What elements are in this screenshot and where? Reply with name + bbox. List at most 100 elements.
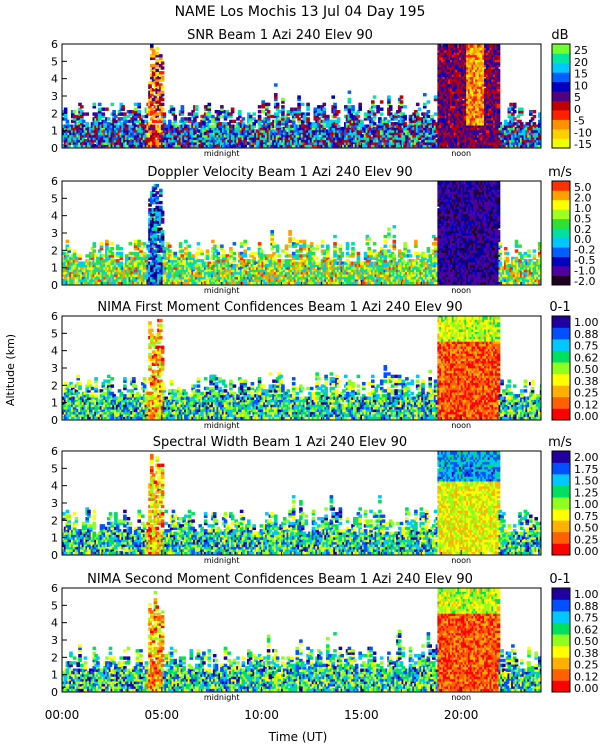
heatmap-cell [151, 56, 156, 60]
heatmap-cell [74, 126, 79, 131]
heatmap-cell [345, 136, 350, 141]
heatmap-cell [160, 210, 165, 214]
heatmap-cell [281, 117, 285, 121]
heatmap-cell [403, 124, 407, 128]
heatmap-cell [139, 256, 143, 261]
heatmap-cell [78, 256, 82, 261]
heatmap-cell [451, 117, 456, 121]
heatmap-cell [150, 242, 154, 246]
heatmap-cell [500, 129, 504, 133]
heatmap-cell [442, 117, 447, 121]
heatmap-cell [306, 119, 310, 124]
heatmap-cell [478, 59, 483, 63]
heatmap-cell [281, 97, 285, 102]
heatmap-cell [300, 102, 305, 107]
heatmap-cell [473, 59, 477, 63]
heatmap-cell [376, 134, 380, 138]
heatmap-cell [507, 110, 512, 114]
heatmap-cell [151, 63, 156, 68]
heatmap-cell [297, 119, 301, 124]
heatmap-cell [148, 217, 152, 222]
heatmap-cell [491, 100, 495, 104]
heatmap-cell [187, 112, 192, 116]
heatmap-cell [491, 102, 495, 107]
heatmap-cell [209, 134, 213, 138]
heatmap-cell [297, 107, 301, 111]
heatmap-cell [363, 131, 368, 136]
heatmap-cell [306, 136, 310, 141]
heatmap-cell [415, 102, 420, 107]
heatmap-cell [288, 131, 292, 136]
heatmap-cell [63, 114, 68, 119]
heatmap-cell [460, 71, 465, 75]
heatmap-cell [397, 97, 402, 102]
colorbar-label: -10 [574, 126, 592, 139]
heatmap-cell [150, 266, 154, 270]
heatmap-cell [155, 196, 159, 200]
heatmap-cell [476, 105, 481, 109]
heatmap-cell [496, 119, 501, 124]
heatmap-cell [123, 278, 127, 282]
heatmap-cell [394, 134, 398, 138]
heatmap-cell [442, 66, 447, 70]
heatmap-cell [214, 110, 219, 114]
heatmap-cell [331, 95, 335, 99]
heatmap-cell [315, 119, 319, 124]
heatmap-cell [92, 102, 97, 107]
heatmap-cell [399, 117, 404, 121]
heatmap-cell [302, 114, 307, 119]
heatmap-cell [496, 49, 501, 53]
heatmap-cell [189, 139, 194, 143]
heatmap-cell [432, 119, 436, 124]
heatmap-cell [106, 122, 111, 126]
heatmap-cell [473, 68, 477, 73]
heatmap-cell [155, 256, 159, 261]
heatmap-cell [155, 107, 159, 111]
heatmap-cell [444, 44, 449, 48]
heatmap-cell [297, 95, 301, 99]
heatmap-cell [180, 110, 185, 114]
heatmap-cell [387, 102, 391, 107]
heatmap-cell [63, 278, 68, 282]
heatmap-cell [155, 215, 159, 219]
heatmap-cell [275, 107, 280, 111]
heatmap-cell [354, 126, 359, 131]
heatmap-cell [128, 242, 133, 246]
heatmap-cell [148, 83, 152, 87]
heatmap-cell [491, 85, 495, 90]
heatmap-cell [372, 122, 377, 126]
heatmap-cell [124, 119, 129, 124]
heatmap-cell [286, 110, 291, 114]
heatmap-cell [114, 271, 118, 275]
heatmap-cell [117, 119, 122, 124]
heatmap-cell [256, 129, 260, 133]
heatmap-cell [74, 124, 79, 128]
heatmap-cell [270, 114, 274, 119]
heatmap-cell [529, 141, 533, 145]
heatmap-cell [460, 136, 465, 141]
heatmap-cell [265, 129, 269, 133]
heatmap-cell [509, 122, 513, 126]
heatmap-cell [157, 249, 161, 253]
heatmap-cell [266, 114, 271, 119]
heatmap-cell [234, 124, 238, 128]
heatmap-cell [451, 54, 456, 58]
heatmap-cell [148, 85, 152, 90]
heatmap-cell [123, 112, 127, 116]
heatmap-cell [160, 102, 165, 107]
heatmap-cell [496, 85, 501, 90]
heatmap-cell [128, 280, 133, 285]
heatmap-cell [119, 254, 124, 258]
heatmap-cell [160, 78, 165, 82]
heatmap-cell [114, 126, 118, 131]
heatmap-cell [322, 114, 327, 119]
heatmap-cell [530, 143, 535, 148]
heatmap-cell [442, 143, 447, 148]
heatmap-cell [424, 114, 429, 119]
heatmap-cell [333, 105, 337, 109]
heatmap-cell [153, 222, 158, 227]
heatmap-cell [65, 239, 70, 244]
heatmap-cell [207, 102, 212, 107]
heatmap-cell [74, 139, 79, 143]
heatmap-cell [114, 263, 118, 268]
